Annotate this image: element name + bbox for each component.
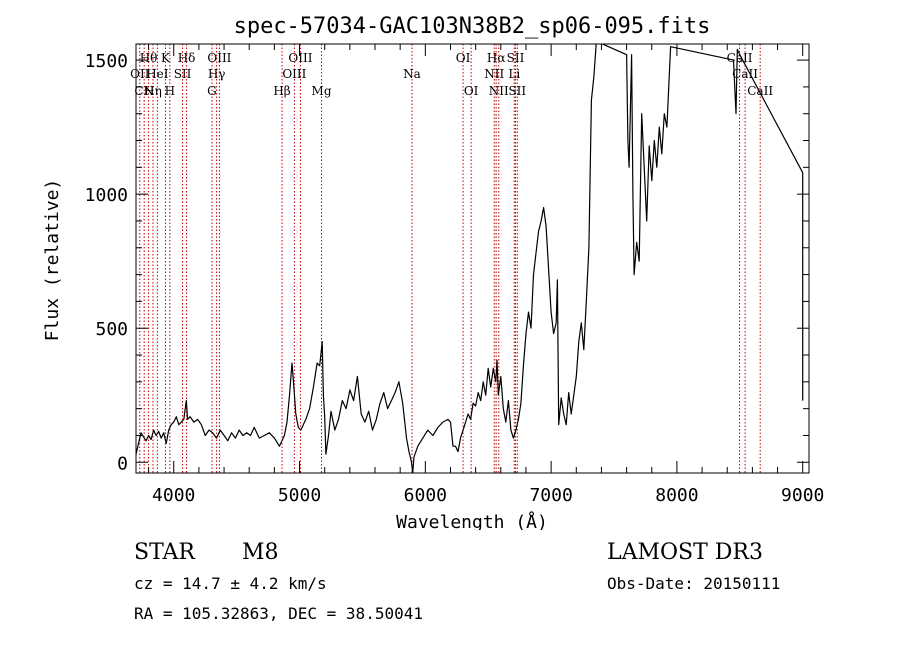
line-label: Hθ bbox=[140, 51, 158, 65]
x-axis-label: Wavelength (Å) bbox=[396, 511, 548, 530]
line-label: CaII bbox=[732, 67, 758, 81]
line-label: SII bbox=[507, 51, 525, 65]
object-subclass: M8 bbox=[242, 540, 279, 565]
line-label: Hδ bbox=[178, 51, 196, 65]
line-label: H bbox=[165, 84, 175, 98]
plot-frame bbox=[135, 43, 810, 474]
line-label: NII bbox=[484, 67, 504, 81]
x-tick-label: 6000 bbox=[404, 485, 447, 506]
line-label: CN bbox=[134, 84, 154, 98]
object-class: STAR bbox=[134, 540, 195, 565]
spectrum-plot: spec-57034-GAC103N38B2_sp06-095.fits Flu… bbox=[42, 14, 824, 530]
line-label: NII bbox=[489, 84, 509, 98]
y-tick-label: 500 bbox=[95, 319, 128, 340]
x-tick-label: 8000 bbox=[655, 485, 698, 506]
line-label: Hη bbox=[144, 84, 162, 98]
spectrum-line bbox=[136, 44, 804, 473]
line-label: Mg bbox=[312, 84, 332, 98]
line-label: OIII bbox=[282, 67, 306, 81]
line-label: HeI bbox=[146, 67, 169, 81]
y-tick-label: 1500 bbox=[85, 51, 128, 72]
coordinates: RA = 105.32863, DEC = 38.50041 bbox=[134, 604, 423, 623]
x-tick-label: 4000 bbox=[152, 485, 195, 506]
x-axis-ticks: 4000 5000 6000 7000 8000 9000 bbox=[148, 44, 824, 506]
survey-name: LAMOST DR3 bbox=[607, 540, 763, 565]
spectral-line-markers bbox=[139, 44, 761, 473]
line-label: Na bbox=[403, 67, 421, 81]
redshift-velocity: cz = 14.7 ± 4.2 km/s bbox=[134, 574, 327, 593]
line-label: OI bbox=[464, 84, 479, 98]
plot-axes bbox=[135, 43, 810, 474]
flux-series bbox=[136, 44, 804, 473]
line-label: SII bbox=[174, 67, 192, 81]
spectral-line-labels: OII CN Hθ Hη HeI K H SII Hδ G Hγ OIII Hβ OIII OIII Mg Na… bbox=[130, 51, 773, 98]
line-label: OII bbox=[130, 67, 150, 81]
line-label: Hγ bbox=[208, 67, 226, 81]
y-tick-label: 0 bbox=[117, 453, 128, 474]
y-tick-label: 1000 bbox=[85, 185, 128, 206]
line-label: K bbox=[161, 51, 171, 65]
line-label: Hβ bbox=[273, 84, 290, 98]
y-axis-label: Flux (relative) bbox=[42, 179, 63, 342]
x-tick-label: 5000 bbox=[278, 485, 321, 506]
line-label: OIII bbox=[288, 51, 312, 65]
line-label: Hα bbox=[487, 51, 506, 65]
line-label: CaII bbox=[747, 84, 773, 98]
observation-date: Obs-Date: 20150111 bbox=[607, 574, 781, 593]
line-label: OI bbox=[456, 51, 471, 65]
y-axis-ticks: 0 500 1000 1500 bbox=[85, 51, 809, 474]
line-label: OIII bbox=[207, 51, 231, 65]
line-label: Li bbox=[508, 67, 520, 81]
chart-title: spec-57034-GAC103N38B2_sp06-095.fits bbox=[234, 14, 711, 39]
line-label: G bbox=[207, 84, 217, 98]
x-tick-label: 9000 bbox=[781, 485, 824, 506]
line-label: SII bbox=[508, 84, 526, 98]
x-tick-label: 7000 bbox=[529, 485, 572, 506]
